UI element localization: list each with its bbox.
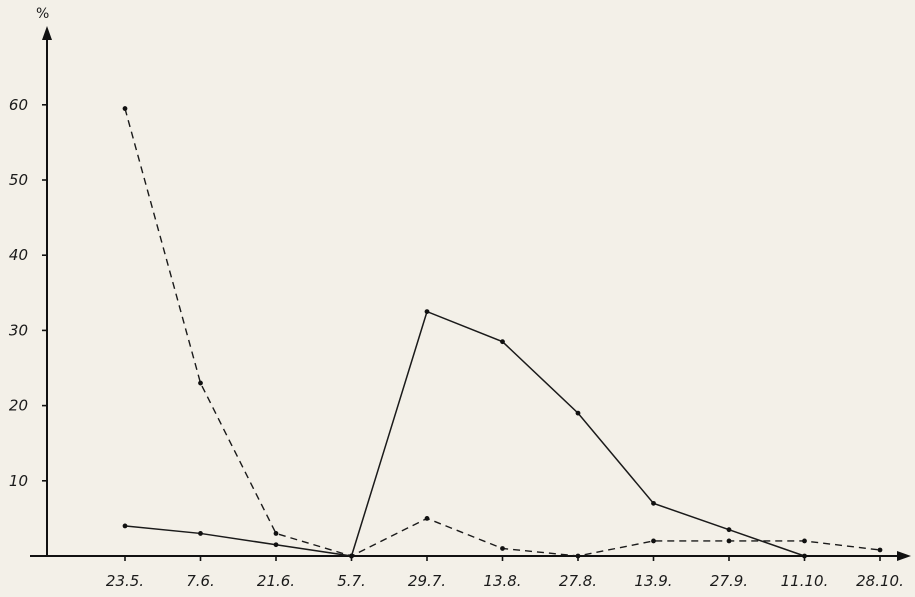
data-point (198, 531, 203, 536)
data-point (802, 538, 807, 544)
data-point (198, 380, 203, 386)
data-point (575, 553, 581, 559)
y-tick-label: 60 (9, 96, 28, 114)
data-point (500, 546, 505, 551)
x-tick-label: 23.5. (106, 572, 144, 590)
data-point (273, 542, 279, 548)
y-tick-label: 30 (9, 321, 28, 339)
data-point (273, 531, 279, 536)
data-point (802, 553, 807, 559)
y-tick-label: 20 (9, 397, 28, 415)
data-point (424, 309, 430, 314)
x-tick-label: 13.8. (483, 572, 521, 590)
y-axis-label: % (36, 6, 49, 22)
series-solid (122, 309, 807, 559)
y-axis-arrow (42, 26, 52, 40)
y-axis: % 10 20 30 40 50 60 (9, 6, 52, 556)
series-layer (122, 106, 883, 559)
y-tick-label: 40 (9, 246, 28, 264)
data-point (726, 527, 732, 533)
data-point (424, 516, 430, 521)
x-tick-label: 11.10. (781, 572, 829, 590)
data-point (575, 410, 581, 416)
data-point (500, 339, 505, 345)
data-point (726, 538, 732, 544)
series-line-solid (124, 310, 805, 557)
data-point (122, 106, 128, 111)
x-tick-label: 7.6. (186, 572, 215, 590)
x-tick-label: 13.9. (634, 572, 672, 590)
x-tick-label: 28.10. (856, 572, 904, 590)
x-tick-label: 29.7. (408, 572, 446, 590)
x-tick-label: 5.7. (337, 572, 366, 590)
data-point (349, 553, 354, 559)
x-tick-label: 27.8. (559, 572, 597, 590)
x-tick-label: 27.9. (710, 572, 748, 590)
data-point (122, 523, 128, 529)
series-dashed (122, 106, 883, 559)
data-point (651, 500, 656, 506)
y-tick-label: 10 (9, 472, 28, 490)
series-line-dashed (124, 108, 881, 557)
x-axis: 23.5. 7.6. 21.6. 5.7. 29.7. 13.8. 27.8. 13.9. 27… (30, 551, 911, 590)
y-tick-label: 50 (9, 171, 28, 189)
x-axis-arrow (897, 551, 911, 561)
x-tick-label: 21.6. (257, 572, 295, 590)
data-point (651, 538, 656, 544)
data-point (877, 547, 883, 553)
